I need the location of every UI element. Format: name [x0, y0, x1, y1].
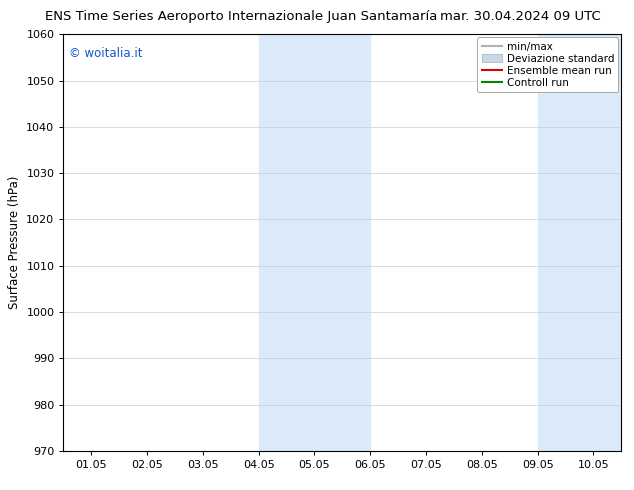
Legend: min/max, Deviazione standard, Ensemble mean run, Controll run: min/max, Deviazione standard, Ensemble m… [477, 37, 618, 92]
Text: ENS Time Series Aeroporto Internazionale Juan Santamaría: ENS Time Series Aeroporto Internazionale… [45, 10, 437, 23]
Text: © woitalia.it: © woitalia.it [69, 47, 143, 60]
Bar [259, 34, 370, 451]
Bar [538, 34, 621, 451]
Y-axis label: Surface Pressure (hPa): Surface Pressure (hPa) [8, 176, 21, 309]
Text: mar. 30.04.2024 09 UTC: mar. 30.04.2024 09 UTC [439, 10, 600, 23]
